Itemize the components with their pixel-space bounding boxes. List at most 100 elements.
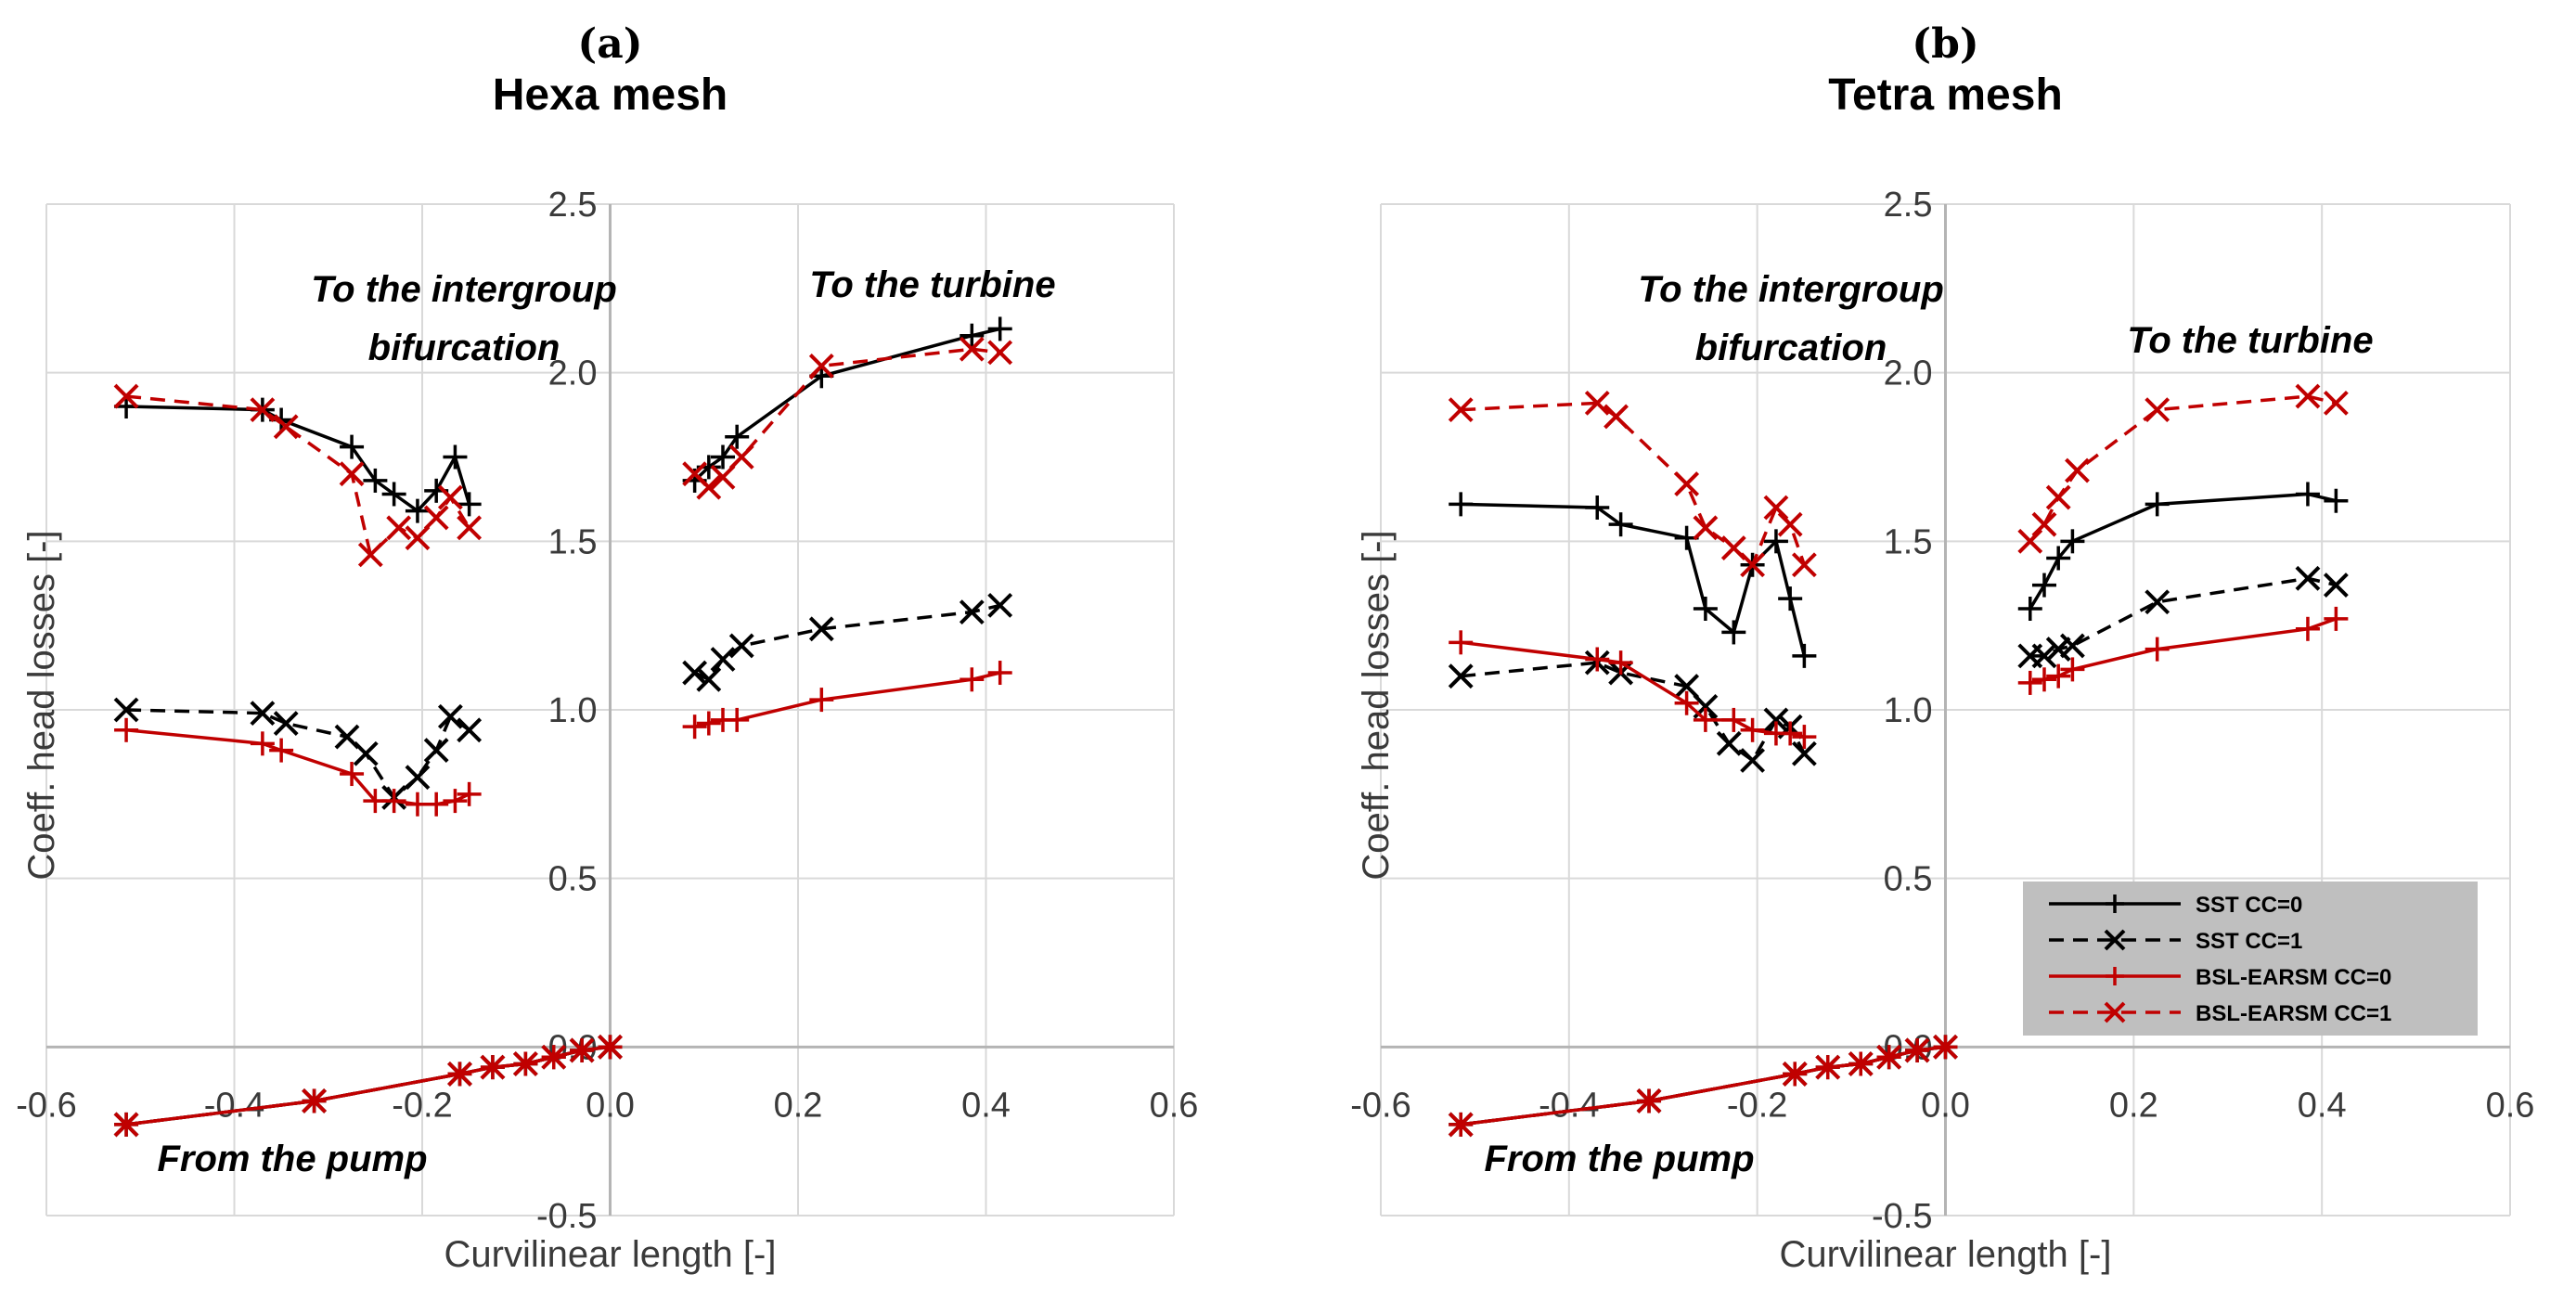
series-line [126, 708, 470, 801]
annotation-turbine: To the turbine [2127, 320, 2373, 361]
data-point-marker [339, 461, 365, 487]
chart-panel-a: (a)Hexa mesh -0.6 -0.4 -0.2 0.0 0.2 0.4 0.6 -0.5… [16, 20, 1198, 1275]
data-point-marker [2031, 511, 2057, 537]
data-point-marker [808, 353, 834, 379]
y-tick-label: 0.5 [548, 860, 598, 899]
series-bsl-earsm-cc-1 [1448, 383, 2349, 1138]
data-point-marker [710, 647, 736, 672]
data-point-marker [1604, 404, 1629, 430]
y-tick-label: 1.5 [548, 522, 598, 561]
legend-label: SST CC=0 [2196, 893, 2302, 918]
data-point-marker [1584, 390, 1610, 416]
x-tick-label: 0.4 [2298, 1086, 2347, 1125]
data-point-marker [437, 703, 463, 729]
series-bsl-earsm-cc-0 [114, 661, 1012, 1137]
x-tick-label: -0.6 [16, 1086, 76, 1125]
data-point-marker [334, 724, 360, 750]
series-line [1461, 502, 1807, 657]
data-point-marker [1876, 1044, 1902, 1070]
data-point-marker [273, 414, 299, 440]
data-point-marker [1904, 1037, 1930, 1063]
data-point-marker [1933, 1034, 1958, 1060]
data-point-marker [2065, 457, 2090, 483]
panels: (a)Hexa mesh -0.6 -0.4 -0.2 0.0 0.2 0.4 0.6 -0.5… [16, 20, 2534, 1275]
data-point-marker [457, 717, 483, 743]
data-point-marker [1674, 674, 1700, 699]
data-point-marker [2323, 390, 2349, 416]
y-tick-label: 1.0 [548, 691, 598, 730]
data-point-marker [541, 1044, 567, 1070]
data-point-marker [480, 1054, 506, 1080]
data-point-marker [682, 660, 708, 686]
y-tick-label: 2.0 [548, 354, 598, 393]
data-point-marker [1848, 1051, 1874, 1076]
data-point-marker [1636, 1088, 1662, 1113]
chart-panel-b: (b)Tetra mesh -0.6 -0.4 -0.2 0.0 0.2 0.4 0.6 -0.… [1350, 20, 2534, 1275]
panel-letter: (b) [1912, 20, 1978, 68]
data-point-marker [2295, 383, 2321, 409]
annotation-intergroup: To the intergroup [1638, 269, 1944, 310]
y-tick-label: -0.5 [536, 1197, 597, 1236]
data-point-marker [2145, 589, 2170, 615]
data-point-marker [1740, 748, 1766, 773]
data-point-marker [808, 616, 834, 642]
y-tick-label: 0.5 [1884, 860, 1933, 899]
y-tick-label: -0.5 [1872, 1197, 1932, 1236]
data-point-marker [696, 666, 722, 692]
data-point-marker [1777, 511, 1803, 537]
legend-marker [2104, 1001, 2126, 1023]
legend-label: BSL-EARSM CC=1 [2196, 1001, 2391, 1026]
panel-title: Tetra mesh [1828, 71, 2063, 120]
data-point-marker [728, 444, 754, 470]
x-tick-label: 0.0 [1921, 1086, 1970, 1125]
x-axis-title: Curvilinear length [-] [1780, 1234, 2112, 1275]
data-point-marker [987, 340, 1013, 366]
x-tick-label: 0.2 [774, 1086, 823, 1125]
legend-box [2023, 882, 2478, 1036]
data-point-marker [512, 1051, 538, 1076]
y-tick-label: 1.5 [1884, 522, 1933, 561]
data-point-marker [2295, 565, 2321, 591]
data-point-marker [302, 1088, 327, 1113]
data-point-marker [1815, 1054, 1841, 1080]
series-line [1461, 661, 1806, 764]
x-tick-label: 0.6 [1150, 1086, 1199, 1125]
data-point-marker [405, 765, 431, 791]
annotation-pump: From the pump [1484, 1139, 1754, 1179]
x-tick-label: -0.4 [1539, 1086, 1599, 1125]
data-point-marker [113, 383, 139, 409]
annotation-turbine: To the turbine [809, 264, 1055, 305]
data-point-marker [357, 542, 383, 568]
data-point-marker [353, 740, 379, 766]
data-point-marker [2031, 643, 2057, 669]
data-point-marker [113, 1112, 139, 1138]
data-point-marker [959, 336, 985, 362]
data-point-marker [1763, 707, 1789, 733]
data-point-marker [710, 464, 736, 490]
data-point-marker [1791, 740, 1817, 766]
y-tick-label: 1.0 [1884, 691, 1933, 730]
data-point-marker [1674, 471, 1700, 496]
x-tick-label: 0.2 [2109, 1086, 2158, 1125]
data-point-marker [1791, 552, 1817, 578]
data-point-marker [447, 1061, 472, 1087]
data-point-marker [598, 1034, 623, 1060]
data-point-marker [1448, 663, 1474, 689]
data-point-marker [405, 525, 431, 551]
annotation-bifurcation: bifurcation [1695, 328, 1887, 368]
data-point-marker [569, 1037, 595, 1063]
data-point-marker [423, 738, 449, 764]
data-point-marker [1740, 552, 1766, 578]
data-point-marker [457, 515, 483, 541]
data-point-marker [959, 599, 985, 625]
y-tick-label: 2.5 [548, 186, 598, 225]
y-axis-title: Coeff. head losses [-] [1356, 530, 1397, 880]
legend-marker [2104, 929, 2126, 951]
data-point-marker [386, 515, 412, 541]
data-point-marker [2017, 528, 2043, 554]
legend-label: SST CC=1 [2196, 929, 2302, 954]
data-point-marker [2059, 633, 2085, 659]
panel-letter: (a) [577, 20, 642, 68]
